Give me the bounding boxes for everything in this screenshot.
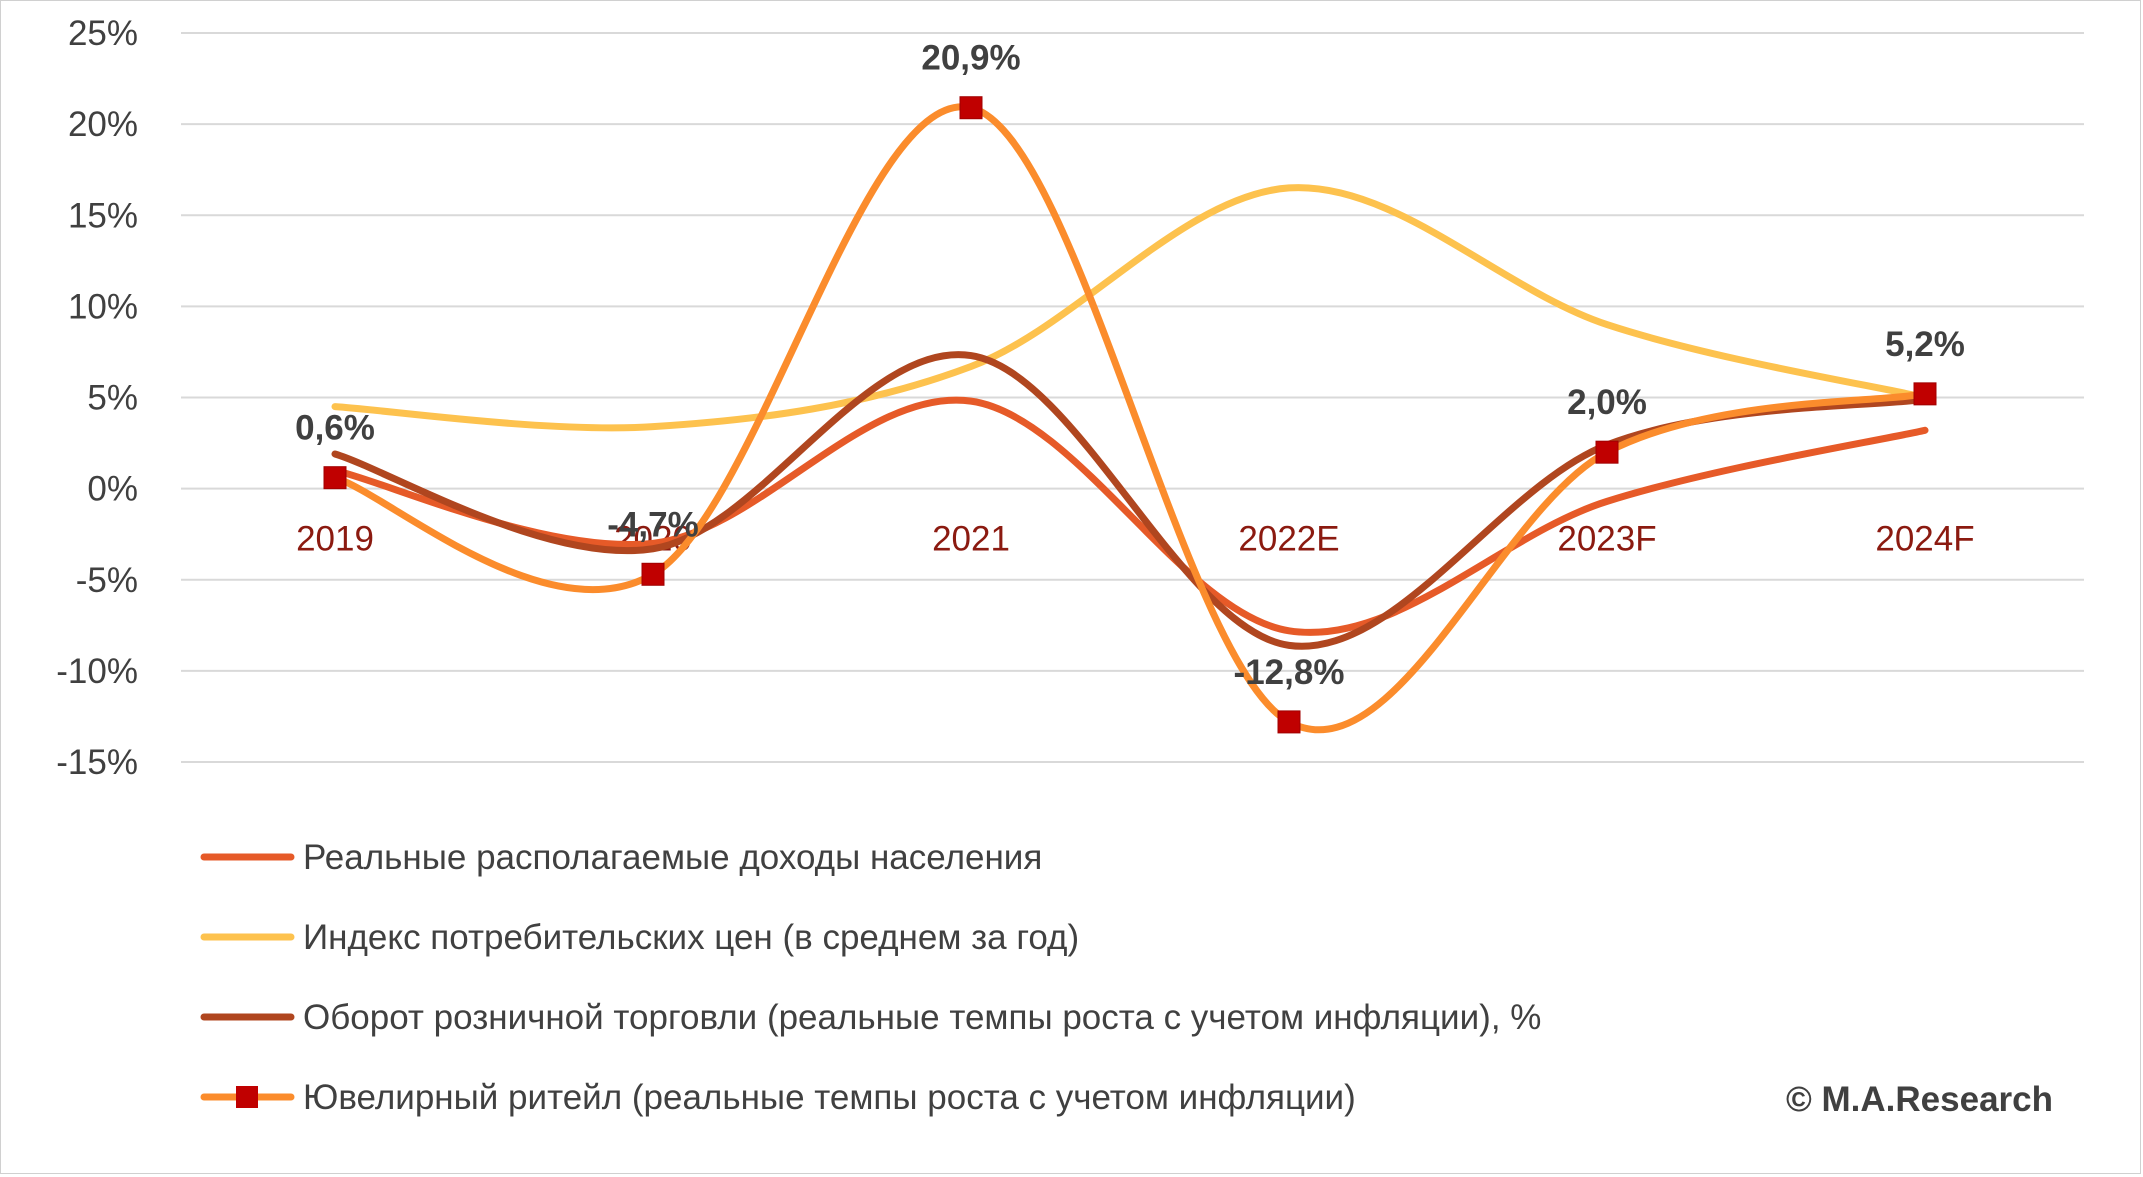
legend-entry: Индекс потребительских цен (в среднем за… <box>200 918 1079 957</box>
series-line-3 <box>331 103 1929 734</box>
y-tick-label: 0% <box>87 470 138 509</box>
x-category-label: 2019 <box>296 520 374 559</box>
legend-label: Оборот розничной торговли (реальные темп… <box>303 998 1541 1037</box>
data-label: -4,7% <box>607 505 698 544</box>
data-point-marker <box>641 562 665 586</box>
data-point-marker <box>323 466 347 490</box>
data-point-marker <box>1595 440 1619 464</box>
data-label: 2,0% <box>1567 383 1647 422</box>
series-line-1 <box>331 184 1929 432</box>
y-tick-label: 15% <box>68 196 138 235</box>
data-label: -12,8% <box>1234 653 1345 692</box>
legend-entry: Реальные располагаемые доходы населения <box>200 838 1042 877</box>
legend: Реальные располагаемые доходы населения И… <box>200 838 1541 1117</box>
series-line-2 <box>331 351 1929 650</box>
x-category-label: 2022E <box>1238 520 1339 559</box>
gridlines <box>181 32 2084 763</box>
legend-entry: Ювелирный ритейл (реальные темпы роста с… <box>200 1078 1356 1117</box>
series-lines <box>331 103 1929 734</box>
y-tick-label: 25% <box>68 14 138 53</box>
y-tick-label: -15% <box>56 743 138 782</box>
series-line-0 <box>331 396 1929 636</box>
data-label: 20,9% <box>921 39 1020 78</box>
data-point-marker <box>1913 382 1937 406</box>
legend-label: Индекс потребительских цен (в среднем за… <box>303 918 1079 957</box>
y-tick-label: 10% <box>68 287 138 326</box>
data-label: 5,2% <box>1885 325 1965 364</box>
legend-marker <box>236 1086 258 1108</box>
data-labels: 0,6% -4,7% 20,9% -12,8% 2,0% 5,2% <box>295 39 1965 692</box>
y-tick-label: -10% <box>56 652 138 691</box>
y-axis-tick-labels: 25% 20% 15% 10% 5% 0% -5% -10% -15% <box>56 14 138 782</box>
y-tick-label: -5% <box>76 561 138 600</box>
watermark: © M.A.Research <box>1786 1080 2053 1119</box>
x-category-label: 2021 <box>932 520 1010 559</box>
data-label: 0,6% <box>295 409 375 448</box>
y-tick-label: 20% <box>68 105 138 144</box>
x-category-label: 2023F <box>1557 520 1656 559</box>
legend-label: Реальные располагаемые доходы населения <box>303 838 1042 877</box>
series-markers <box>323 96 1937 734</box>
y-tick-label: 5% <box>87 379 138 418</box>
legend-entry: Оборот розничной торговли (реальные темп… <box>200 998 1541 1037</box>
data-point-marker <box>1277 710 1301 734</box>
data-point-marker <box>959 96 983 120</box>
legend-label: Ювелирный ритейл (реальные темпы роста с… <box>303 1078 1356 1117</box>
x-category-label: 2024F <box>1875 520 1974 559</box>
